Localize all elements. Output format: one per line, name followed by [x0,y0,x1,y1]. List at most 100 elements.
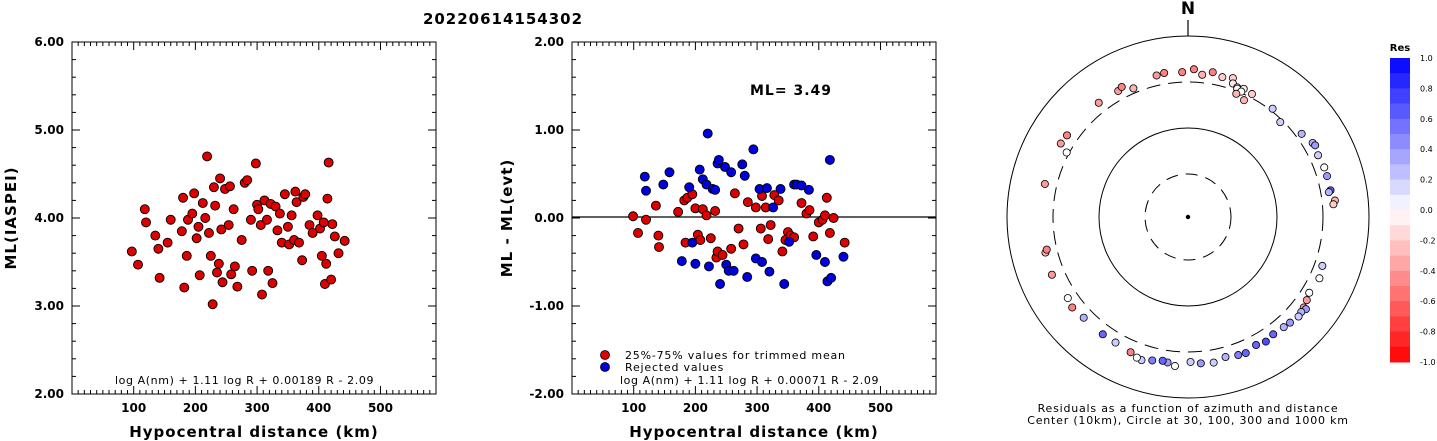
residual-point [1152,71,1161,80]
residual-point [1294,312,1303,321]
middle-xtick-label: 100 [621,401,646,415]
left-ytick-label: 6.00 [34,35,64,49]
rejected-point [728,265,739,276]
left-data-point [326,274,337,285]
middle-xtick-label: 200 [683,401,708,415]
colorbar-label: -0.8 [1420,328,1436,337]
rejected-point [762,183,772,194]
left-data-point [200,213,211,223]
legend-trimmed-label: 25%-75% values for trimmed mean [625,349,846,362]
left-data-point [232,281,243,292]
rejected-point [713,154,724,165]
colorbar-label: 0.6 [1420,115,1433,124]
left-data-point [224,181,235,192]
polar-caption-line1: Residuals as a function of azimuth and d… [1038,402,1339,415]
residual-point [1062,148,1071,157]
colorbar-labels: 1.0 0.8 0.6 0.4 0.2 0.0 -0.2 -0.4 -0.6 -0.8 -1.0 [1420,54,1436,367]
residual-point [1221,353,1230,362]
residual-point [1276,118,1285,127]
residual-point [1323,172,1332,181]
colorbar-cell [1390,164,1410,181]
colorbar-cell [1390,194,1410,211]
colorbar-cell [1390,286,1410,302]
trimmed-point [796,198,807,208]
rejected-point [687,237,698,248]
trimmed-point [650,200,661,211]
left-xtick-label: 100 [121,401,146,415]
left-panel: 2.00 3.00 4.00 5.00 6.00 100 200 300 400 500 log … [2,35,437,441]
rejected-point [704,261,714,272]
rejected-point [775,184,786,194]
left-xtick-label: 400 [306,401,331,415]
residual-point [1261,337,1270,346]
colorbar-cell [1390,331,1410,348]
residual-point [1311,141,1320,150]
colorbar-cell [1390,346,1410,363]
left-data-point [194,270,205,281]
left-data-point [216,224,227,235]
colorbar-cell [1390,225,1410,241]
residual-point [1320,163,1329,172]
left-data-point [179,282,190,293]
colorbar-cell [1390,316,1410,333]
residual-point [1079,313,1088,322]
rejected-point [641,185,651,196]
middle-xtick-label: 500 [868,401,893,415]
residual-point [1040,179,1049,188]
rejected-point [720,162,730,172]
left-data-point [189,188,200,199]
rejected-point [639,171,650,182]
rejected-point [676,256,687,267]
left-ytick-label: 5.00 [34,123,64,137]
colorbar-title: Res [1390,43,1410,54]
left-data-point [272,225,283,236]
rejected-point [838,251,849,262]
left-data-point [208,182,219,193]
circle-1000km [1006,35,1370,399]
residual-point [1329,200,1338,209]
left-data-point [207,299,218,310]
residual-point [1189,65,1198,74]
left-data-point [312,210,323,221]
left-xtick-label: 500 [368,401,393,415]
trimmed-point [750,202,761,213]
trimmed-point [755,223,766,234]
rejected-point [764,266,775,277]
left-data-point [247,265,258,276]
left-data-point [333,248,344,259]
left-points [126,151,350,310]
residual-point [1239,96,1248,105]
left-data-point [226,269,237,280]
polar-points [1040,65,1339,371]
colorbar-cell [1390,240,1410,257]
colorbar-cell [1390,255,1410,272]
left-data-point [197,198,208,208]
residual-point [1305,288,1314,297]
rejected-point [715,279,726,289]
rejected-point [757,257,767,267]
rejected-point [664,167,675,178]
middle-ytick-label: -1.00 [529,299,564,313]
circle-30km [1144,173,1232,261]
left-data-point [215,173,226,184]
middle-ylabel: ML - ML(evt) [498,159,516,277]
left-data-point [321,258,332,269]
colorbar-cell [1390,118,1410,135]
rejected-point [819,257,830,267]
rejected-point [684,182,695,193]
left-data-point [153,243,164,254]
rejected-point [748,144,759,155]
residual-point [1315,274,1324,283]
colorbar-label: 0.2 [1420,176,1433,185]
middle-xlabel: Hypocentral distance (km) [629,423,879,441]
colorbar-label: 0.0 [1420,206,1433,215]
rejected-point [726,167,737,178]
left-xtick-label: 200 [183,401,208,415]
trimmed-point [824,228,835,238]
left-data-point [274,208,285,219]
left-data-point [318,217,329,228]
left-data-point [290,186,301,197]
left-data-point [205,250,216,261]
residual-point [1247,90,1256,99]
